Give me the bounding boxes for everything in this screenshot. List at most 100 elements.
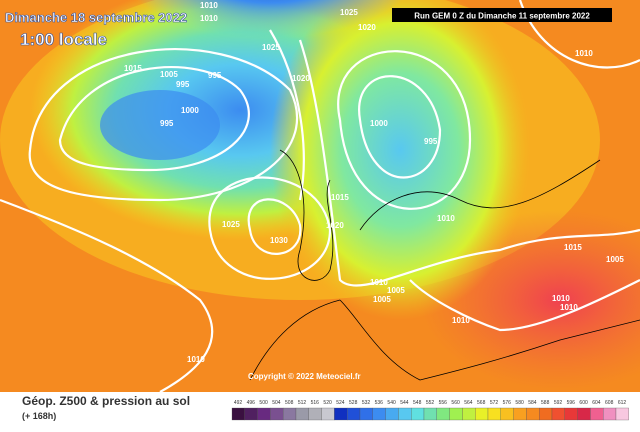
scale-swatch	[475, 407, 489, 421]
scale-label: 508	[285, 400, 294, 406]
footer-title: Géop. Z500 & pression au sol	[22, 394, 190, 408]
isobar-label: 1025	[262, 43, 280, 52]
scale-label: 532	[362, 400, 371, 406]
isobar-label: 1030	[270, 236, 288, 245]
isobar-label: 1025	[222, 220, 240, 229]
run: Run GEM 0 Z du Dimanche 11 septembre 202…	[414, 12, 590, 21]
scale-swatch	[551, 407, 565, 421]
isobar-label: 1005	[387, 286, 405, 295]
isobar-label: 1010	[560, 303, 578, 312]
scale-label: 604	[592, 400, 601, 406]
isobars	[28, 0, 640, 332]
scale-swatch	[539, 407, 553, 421]
scale-label: 544	[400, 400, 409, 406]
scale-label: 608	[605, 400, 614, 406]
scale-swatch	[244, 407, 258, 421]
scale-swatch	[603, 407, 617, 421]
scale-swatch	[385, 407, 399, 421]
isobar-label: 1015	[331, 193, 349, 202]
scale-label: 592	[554, 400, 563, 406]
scale-label: 540	[387, 400, 396, 406]
scale-swatch	[231, 407, 245, 421]
isobar-label: 1025	[340, 8, 358, 17]
run-box	[392, 8, 612, 22]
scale-swatch	[615, 407, 629, 421]
isobar-label: 1000	[370, 119, 388, 128]
coastline	[249, 149, 640, 381]
scale-label: 536	[375, 400, 384, 406]
scale-swatch	[347, 407, 361, 421]
scale-label: 588	[541, 400, 550, 406]
scale-swatch	[398, 407, 412, 421]
isobar-label: 1020	[358, 23, 376, 32]
scale-swatch	[372, 407, 386, 421]
scale-swatch	[334, 407, 348, 421]
scale-label: 496	[247, 400, 256, 406]
scale-swatch	[283, 407, 297, 421]
isobar-label: 995	[208, 71, 222, 80]
scale-swatch	[257, 407, 271, 421]
scale-label: 524	[336, 400, 345, 406]
scale-swatch	[462, 407, 476, 421]
isobar-label: 1005	[606, 255, 624, 264]
isobar-label: 1020	[292, 74, 310, 83]
isobar-label: 995	[176, 80, 190, 89]
scale-swatch	[526, 407, 540, 421]
scale-label: 492	[234, 400, 243, 406]
scale-swatch	[308, 407, 322, 421]
field	[100, 90, 220, 160]
isobar-label: 1000	[181, 106, 199, 115]
isobar-label: 1005	[373, 295, 391, 304]
scale-label: 528	[349, 400, 358, 406]
scale-label: 564	[464, 400, 473, 406]
scale-label: 504	[272, 400, 281, 406]
scale-label: 572	[490, 400, 499, 406]
isobar-label: 1010	[200, 14, 218, 23]
scale-label: 596	[567, 400, 576, 406]
isobar-label: 1010	[575, 49, 593, 58]
isobar-label: 1010	[552, 294, 570, 303]
scale-label: 568	[477, 400, 486, 406]
scale-label: 520	[323, 400, 332, 406]
scale-label: 516	[311, 400, 320, 406]
scale-swatch	[411, 407, 425, 421]
scale-swatch	[436, 407, 450, 421]
scale-label: 556	[439, 400, 448, 406]
scale-swatch	[270, 407, 284, 421]
date: Dimanche 18 septembre 2022	[5, 10, 187, 25]
footer-lead: (+ 168h)	[22, 411, 56, 421]
time: 1:00 locale	[20, 30, 107, 49]
scale-label: 548	[413, 400, 422, 406]
scale-label: 612	[618, 400, 627, 406]
scale-swatch	[590, 407, 604, 421]
scale-swatch	[295, 407, 309, 421]
isobar-label: 1010	[187, 355, 205, 364]
scale-label: 512	[298, 400, 307, 406]
scale-swatch	[449, 407, 463, 421]
isobar-label: 1005	[160, 70, 178, 79]
scale-label: 584	[528, 400, 537, 406]
isobar-label: 1010	[200, 1, 218, 10]
scale-swatch	[500, 407, 514, 421]
scale-label: 600	[579, 400, 588, 406]
scale-swatch	[321, 407, 335, 421]
isobar-label: 1010	[437, 214, 455, 223]
scale-swatch	[487, 407, 501, 421]
scale-swatch	[564, 407, 578, 421]
isobar-label: 1020	[326, 221, 344, 230]
field	[120, 0, 420, 80]
scale-label: 552	[426, 400, 435, 406]
scale-label: 560	[451, 400, 460, 406]
scale-swatch	[359, 407, 373, 421]
scale-swatch	[513, 407, 527, 421]
scale-label: 500	[259, 400, 268, 406]
isobar-label: 1010	[370, 278, 388, 287]
isobar-label: 995	[160, 119, 174, 128]
isobar-label: 995	[424, 137, 438, 146]
copyright: Copyright © 2022 Meteociel.fr	[248, 372, 361, 381]
scale-label: 576	[503, 400, 512, 406]
isobar-label: 1010	[452, 316, 470, 325]
scale-label: 580	[515, 400, 524, 406]
